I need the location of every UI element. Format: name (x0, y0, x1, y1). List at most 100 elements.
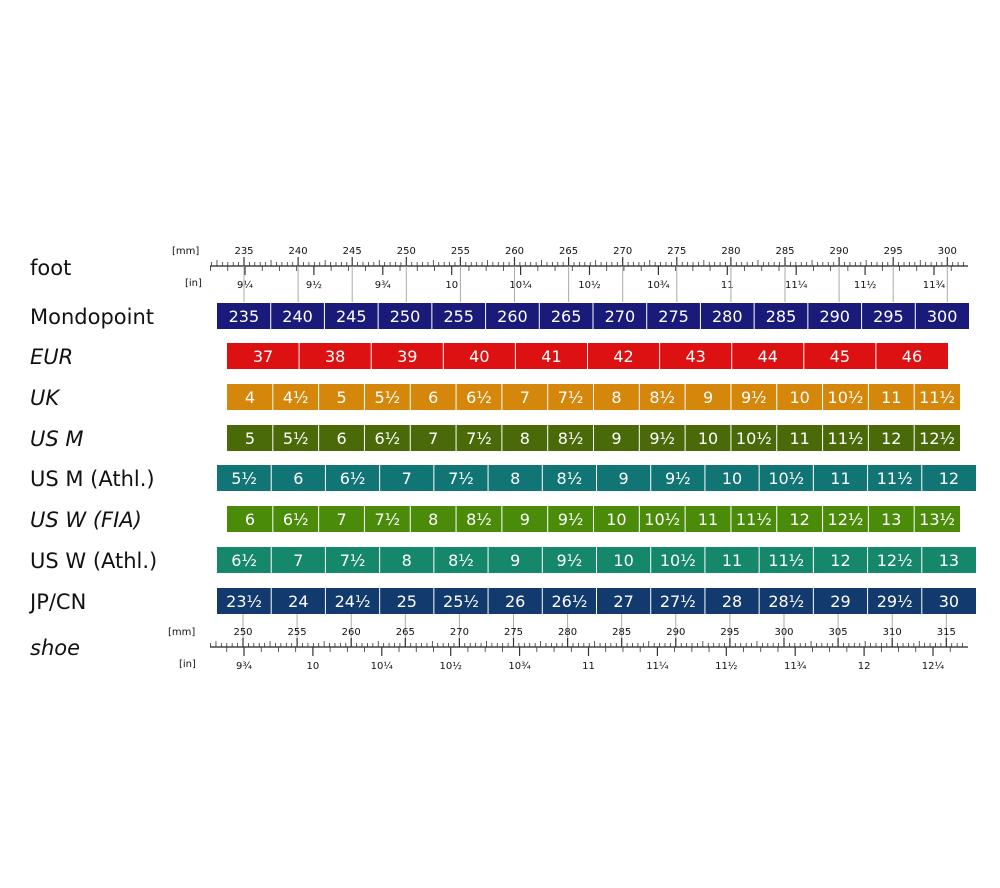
row-label: US M (30, 427, 84, 451)
size-cell: 10½ (736, 429, 772, 448)
size-cell: 13 (881, 510, 901, 529)
shoe-in-label: 12 (858, 661, 871, 672)
size-cell: 6½ (375, 429, 401, 448)
shoe-in-label: 11 (582, 661, 595, 672)
foot-label: foot (30, 256, 71, 280)
size-cell: 270 (605, 307, 636, 326)
size-cell: 25½ (443, 592, 479, 611)
size-row: 37 38 39 40 41 42 43 44 45 46 (227, 343, 948, 369)
size-cell: 24 (288, 592, 308, 611)
size-cell: 11 (789, 429, 809, 448)
row-label: US W (FIA) (30, 508, 142, 532)
foot-in-label: 9½ (306, 279, 322, 291)
size-cell: 8½ (558, 429, 584, 448)
foot-mm-label: 235 (234, 246, 253, 257)
shoe-mm-label: 260 (342, 627, 361, 638)
size-cell: 8½ (448, 551, 474, 570)
size-cell: 8½ (649, 388, 675, 407)
row-label: JP/CN (28, 590, 86, 614)
size-cell: 27½ (660, 592, 696, 611)
size-cell: 29 (830, 592, 850, 611)
foot-in-label: 10½ (578, 279, 601, 291)
size-cell: 38 (325, 347, 345, 366)
row-label: EUR (30, 345, 73, 369)
size-rows: 235 240 245 250 255 260 265 270 275 280 285 290 295 3… (217, 303, 976, 614)
shoe-mm-label: 285 (612, 627, 631, 638)
shoe-in-label: 10½ (439, 660, 462, 672)
foot-mm-label: 280 (721, 246, 740, 257)
foot-mm-label: 290 (830, 246, 849, 257)
size-cell: 4½ (283, 388, 309, 407)
size-cell: 10½ (828, 388, 864, 407)
size-cell: 43 (685, 347, 705, 366)
size-cell: 5 (245, 429, 255, 448)
size-cell: 9½ (665, 469, 691, 488)
size-cell: 7 (520, 388, 530, 407)
size-cell: 7½ (558, 388, 584, 407)
size-cell: 13½ (919, 510, 955, 529)
size-cell: 7½ (448, 469, 474, 488)
size-cell: 285 (766, 307, 797, 326)
shoe-in-label: 10¾ (508, 661, 531, 672)
size-cell: 11½ (877, 469, 913, 488)
shoe-mm-label: 255 (288, 627, 307, 638)
foot-in-label: 10¾ (647, 280, 670, 291)
foot-in-label: 10¼ (509, 279, 532, 291)
size-cell: 39 (397, 347, 417, 366)
size-cell: 10½ (768, 469, 804, 488)
size-cell: 5½ (375, 388, 401, 407)
size-cell: 26½ (551, 592, 587, 611)
size-cell: 10½ (660, 551, 696, 570)
size-cell: 255 (443, 307, 474, 326)
shoe-mm-label: 270 (450, 627, 469, 638)
shoe-label: shoe (30, 636, 80, 660)
size-cell: 6½ (340, 469, 366, 488)
size-cell: 12½ (919, 429, 955, 448)
foot-mm-label: 250 (397, 246, 416, 257)
size-cell: 24½ (335, 592, 371, 611)
size-cell: 6½ (231, 551, 257, 570)
shoe-in-unit: [in] (179, 659, 196, 670)
size-cell: 9½ (558, 510, 584, 529)
shoe-mm-unit: [mm] (168, 627, 195, 638)
size-cell: 46 (902, 347, 922, 366)
size-cell: 10 (606, 510, 626, 529)
size-cell: 10½ (644, 510, 680, 529)
foot-in-unit: [in] (185, 278, 202, 289)
size-row: 235 240 245 250 255 260 265 270 275 280 285 290 295 3… (217, 303, 969, 329)
size-cell: 37 (253, 347, 273, 366)
size-cell: 240 (282, 307, 313, 326)
size-cell: 11½ (828, 429, 864, 448)
size-cell: 11½ (919, 388, 955, 407)
row-labels: Mondopoint EUR UK US M US M (Athl.) US W (FIA… (28, 305, 157, 614)
size-cell: 8½ (466, 510, 492, 529)
size-cell: 12 (939, 469, 959, 488)
size-cell: 300 (927, 307, 958, 326)
shoe-mm-label: 305 (829, 627, 848, 638)
size-cell: 9 (703, 388, 713, 407)
size-cell: 8 (510, 469, 520, 488)
size-cell: 11½ (768, 551, 804, 570)
size-cell: 25 (397, 592, 417, 611)
foot-mm-label: 265 (559, 246, 578, 257)
foot-mm-label: 245 (343, 246, 362, 257)
shoe-mm-label: 290 (666, 627, 685, 638)
size-cell: 11 (698, 510, 718, 529)
size-cell: 9 (611, 429, 621, 448)
size-row: 5½ 6 6½ 7 7½ 8 8½ 9 9½ 10 10½ 11 11½ 12 (217, 465, 976, 491)
size-cell: 26 (505, 592, 525, 611)
shoe-in-label: 10 (307, 661, 320, 672)
row-label: Mondopoint (30, 305, 154, 329)
size-cell: 28 (722, 592, 742, 611)
size-cell: 6½ (283, 510, 309, 529)
size-cell: 12 (830, 551, 850, 570)
size-cell: 7 (336, 510, 346, 529)
size-cell: 275 (658, 307, 689, 326)
size-cell: 5½ (231, 469, 257, 488)
size-cell: 12½ (828, 510, 864, 529)
size-cell: 45 (830, 347, 850, 366)
row-label: US W (Athl.) (30, 549, 157, 573)
size-cell: 265 (551, 307, 582, 326)
size-cell: 9½ (557, 551, 583, 570)
